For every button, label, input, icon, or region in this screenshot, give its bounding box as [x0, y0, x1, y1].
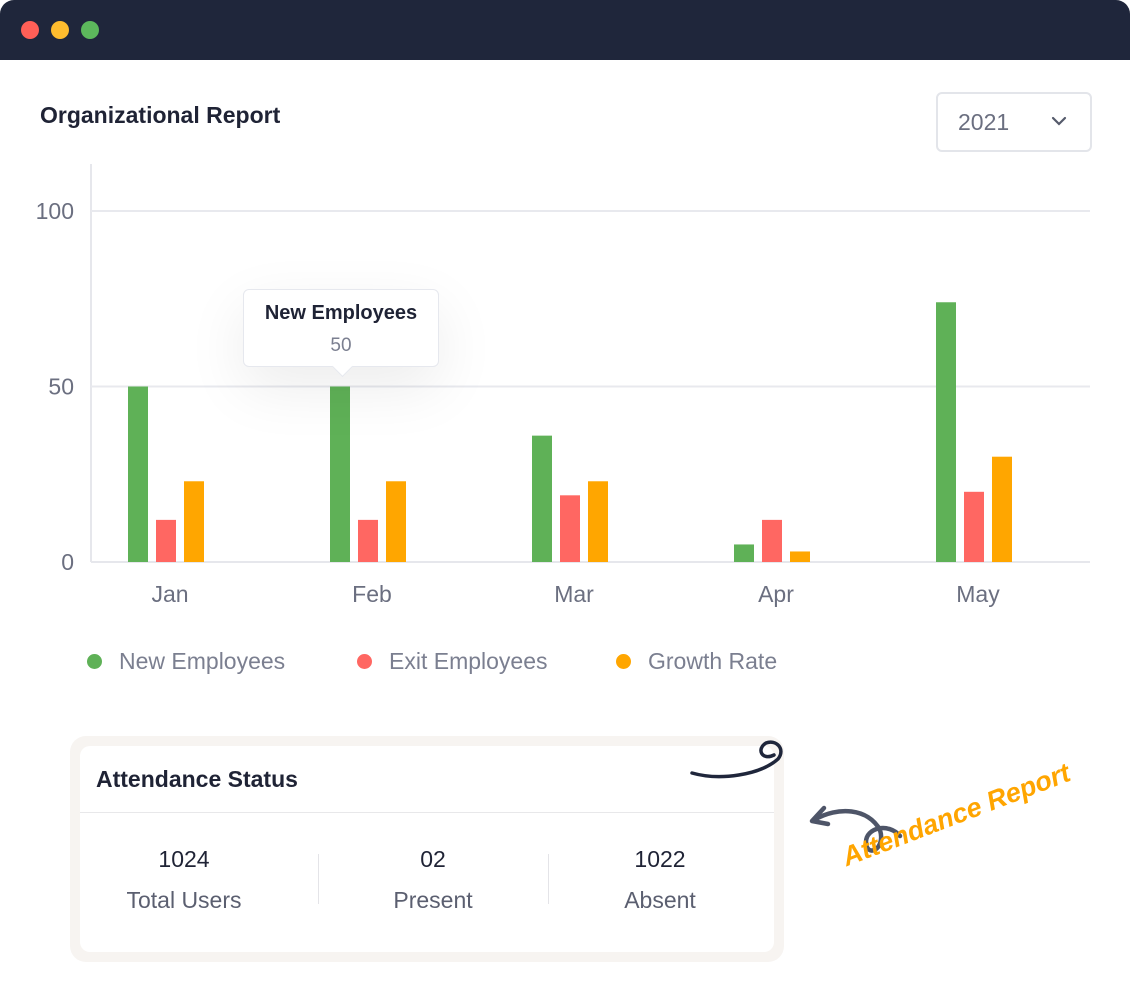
- bar-exit-employees: [560, 495, 580, 562]
- stat-total-users: 1024 Total Users: [74, 846, 294, 914]
- stat-value: 1022: [634, 846, 686, 872]
- legend-label: Exit Employees: [389, 648, 548, 674]
- stat-value: 02: [420, 846, 446, 872]
- attendance-title: Attendance Status: [96, 766, 298, 792]
- window-maximize-button[interactable]: [81, 21, 99, 39]
- stat-label: Absent: [624, 887, 696, 913]
- year-select-value: 2021: [958, 108, 1010, 135]
- bar-growth-rate: [588, 481, 608, 562]
- window-close-button[interactable]: [21, 21, 39, 39]
- legend-dot: [87, 654, 102, 669]
- attendance-card: Attendance Status 1024 Total Users 02 Pr…: [70, 736, 784, 962]
- bar-growth-rate: [386, 481, 406, 562]
- legend-label: New Employees: [119, 648, 286, 674]
- stat-absent: 1022 Absent: [550, 846, 770, 914]
- y-tick-label: 0: [61, 549, 74, 575]
- legend-label: Growth Rate: [648, 648, 778, 674]
- swirl-doodle-icon: [690, 740, 783, 779]
- x-tick-label: May: [956, 581, 1000, 607]
- bar-new-employees: [936, 302, 956, 562]
- chart-tooltip: New Employees 50: [243, 289, 439, 367]
- stat-label: Present: [393, 887, 473, 913]
- tooltip-series: New Employees: [264, 302, 418, 324]
- y-tick-label: 100: [36, 198, 74, 224]
- bar-growth-rate: [790, 551, 810, 562]
- window-minimize-button[interactable]: [51, 21, 69, 39]
- bar-new-employees: [128, 386, 148, 562]
- bar-exit-employees: [762, 519, 782, 562]
- curved-arrow-icon: [809, 805, 903, 853]
- tooltip-value: 50: [330, 335, 352, 356]
- y-tick-label: 50: [48, 374, 74, 400]
- page-title: Organizational Report: [40, 102, 281, 128]
- bar-new-employees: [532, 435, 552, 562]
- bar-exit-employees: [358, 519, 378, 562]
- stat-present: 02 Present: [323, 846, 543, 914]
- bar-exit-employees: [964, 491, 984, 562]
- legend-item-exit-employees[interactable]: Exit Employees: [357, 648, 548, 675]
- chevron-down-icon: [1051, 116, 1067, 126]
- divider: [80, 812, 774, 813]
- divider: [318, 854, 319, 904]
- divider: [548, 854, 549, 904]
- bar-new-employees: [330, 386, 350, 562]
- bar-chart: 0 50 100 Jan Feb Mar Apr May: [36, 164, 1090, 607]
- bar-growth-rate: [992, 456, 1012, 562]
- window-titlebar: [0, 0, 1130, 60]
- bar-exit-employees: [156, 519, 176, 562]
- legend-item-growth-rate[interactable]: Growth Rate: [616, 648, 777, 675]
- stat-value: 1024: [158, 846, 210, 872]
- legend-item-new-employees[interactable]: New Employees: [87, 648, 285, 675]
- bar-new-employees: [734, 544, 754, 562]
- year-select[interactable]: 2021: [936, 92, 1092, 152]
- x-tick-label: Jan: [151, 581, 188, 607]
- x-tick-label: Mar: [554, 581, 594, 607]
- x-tick-label: Feb: [352, 581, 392, 607]
- legend-dot: [357, 654, 372, 669]
- bar-growth-rate: [184, 481, 204, 562]
- stat-label: Total Users: [126, 887, 242, 913]
- legend-dot: [616, 654, 631, 669]
- x-tick-label: Apr: [758, 581, 794, 607]
